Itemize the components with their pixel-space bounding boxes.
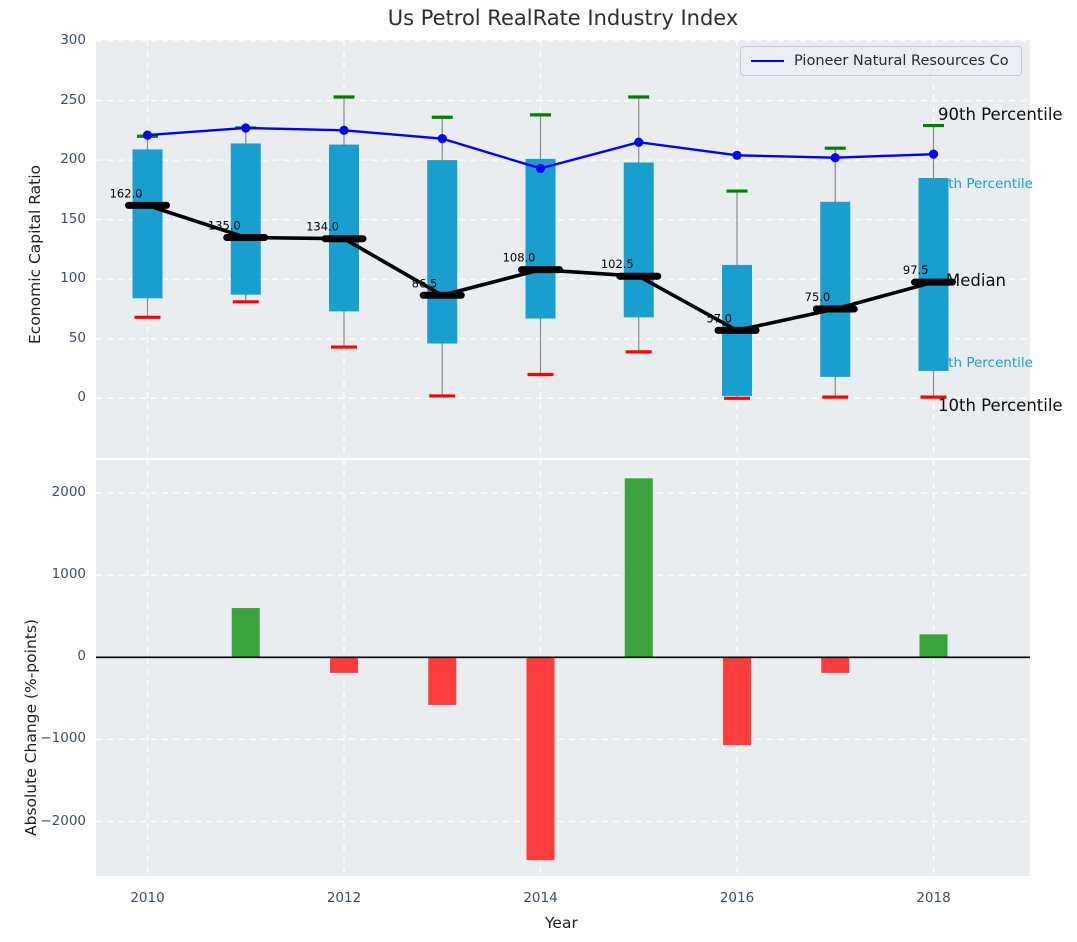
median-value-label: 135.0	[208, 219, 241, 233]
iqr-box	[329, 144, 359, 312]
pioneer-marker	[241, 123, 251, 133]
pioneer-marker	[437, 134, 447, 144]
change-bar-2012	[330, 657, 358, 673]
top-ytick-100: 100	[60, 270, 86, 287]
median-value-label: 162.0	[110, 186, 143, 200]
legend: Pioneer Natural Resources Co	[740, 46, 1022, 76]
iqr-box	[132, 149, 163, 299]
top-ytick-0: 0	[77, 389, 86, 406]
bottom-ytick--2000: −2000	[40, 812, 86, 829]
pioneer-marker	[732, 150, 742, 160]
pioneer-marker	[142, 130, 153, 140]
median-value-label: 57.0	[706, 311, 732, 325]
top-ytick-150: 150	[60, 210, 86, 227]
pioneer-marker	[928, 149, 939, 159]
xtick-2012: 2012	[326, 890, 362, 906]
median-value-label: 75.0	[805, 290, 831, 304]
annotation-median: Median	[946, 271, 1007, 290]
pioneer-marker	[339, 125, 349, 135]
bottom-ytick-0: 0	[77, 648, 86, 665]
bottom-ytick-2000: 2000	[51, 484, 86, 501]
plot-background	[96, 460, 1030, 876]
change-bar-2014	[526, 657, 555, 861]
annotation-10th-percentile: 10th Percentile	[938, 396, 1063, 415]
annotation-25th-percentile: 25th Percentile	[931, 355, 1033, 371]
annotation-75th-percentile: 75th Percentile	[931, 176, 1033, 192]
iqr-box	[427, 160, 458, 344]
median-value-label: 97.5	[903, 263, 929, 277]
median-value-label: 102.5	[601, 257, 634, 271]
annotation-90th-percentile: 90th Percentile	[938, 105, 1063, 124]
iqr-box	[918, 177, 949, 371]
iqr-box	[230, 143, 261, 295]
legend-line-swatch	[751, 60, 784, 62]
iqr-box	[525, 158, 556, 319]
pioneer-marker	[634, 137, 644, 147]
median-value-label: 134.0	[306, 220, 339, 234]
top-ytick-200: 200	[60, 151, 86, 168]
median-value-label: 86.5	[412, 276, 438, 290]
top-ytick-250: 250	[60, 91, 86, 108]
change-bar-2016	[723, 657, 751, 746]
x-axis-label: Year	[545, 914, 578, 932]
iqr-box	[623, 162, 654, 318]
change-bar-2013	[428, 657, 457, 705]
top-y-axis-label: Economic Capital Ratio	[26, 164, 44, 344]
xtick-2018: 2018	[916, 890, 951, 906]
change-bar-2015	[624, 478, 653, 658]
xtick-2014: 2014	[523, 890, 558, 906]
change-bar-2011	[231, 608, 260, 658]
bottom-bar-panel	[96, 460, 1030, 876]
xtick-2010: 2010	[130, 890, 165, 906]
xtick-2016: 2016	[719, 890, 755, 906]
bottom-ytick-1000: 1000	[51, 566, 86, 583]
pioneer-marker	[535, 163, 546, 174]
change-bar-2017	[821, 657, 850, 673]
chart-title: Us Petrol RealRate Industry Index	[387, 6, 739, 30]
change-bar-2018	[919, 634, 948, 658]
bottom-ytick--1000: −1000	[40, 730, 86, 747]
iqr-box	[820, 201, 851, 377]
median-value-label: 108.0	[503, 251, 536, 265]
pioneer-marker	[830, 153, 840, 163]
legend-label: Pioneer Natural Resources Co	[794, 53, 1009, 69]
top-ytick-50: 50	[68, 329, 86, 346]
top-ytick-300: 300	[60, 32, 86, 48]
top-boxplot-panel: 162.0 135.0 134.0 86.5 108.0 102.5 57.0 75.0 97.…	[96, 40, 1030, 458]
